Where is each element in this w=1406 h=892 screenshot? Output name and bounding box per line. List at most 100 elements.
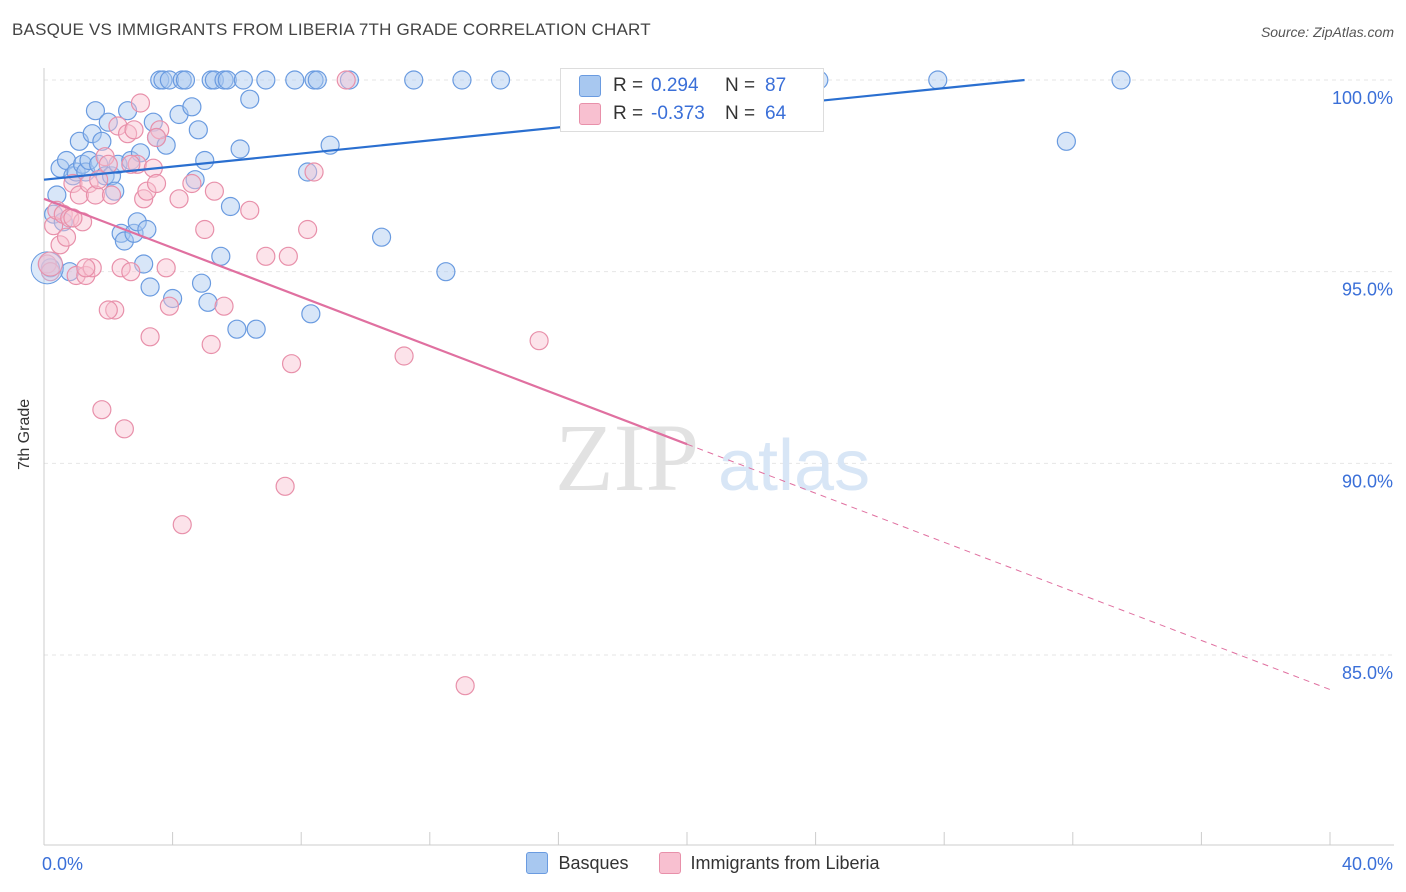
y-tick-label: 95.0% [1342,280,1393,300]
trend-lines [43,78,1331,690]
point-liberia [85,185,106,205]
point-basques [452,70,472,90]
point-basques [1056,131,1076,151]
point-basques [182,97,202,117]
point-liberia [121,154,141,174]
point-liberia [146,127,167,148]
point-liberia [76,265,96,286]
legend-r-label: R = [613,75,644,96]
point-liberia [63,173,83,194]
point-basques [140,277,160,297]
point-basques [220,196,241,217]
point-basques [256,70,276,90]
point-liberia [50,235,70,255]
legend-n-label: N = [725,103,756,124]
point-liberia [66,265,86,286]
point-liberia [82,258,102,278]
point-liberia [169,189,189,209]
point-liberia [101,185,122,205]
legend-item-basques[interactable]: Basques [526,852,629,874]
point-liberia [394,346,414,366]
y-axis-label: 7th Grade [16,398,33,470]
point-liberia [76,258,96,278]
point-liberia [56,227,77,247]
point-basques [217,70,237,90]
point-liberia [529,331,549,351]
point-liberia [214,296,234,316]
point-liberia [137,181,157,201]
point-basques [79,150,99,171]
legend-swatch-liberia [579,103,601,125]
legend-label-basques: Basques [558,852,629,873]
point-basques [240,89,260,109]
chart-title: BASQUE VS IMMIGRANTS FROM LIBERIA 7TH GR… [12,20,651,39]
point-liberia [281,354,302,374]
watermark: ZIP atlas [555,404,870,511]
legend-row-liberia: R = -0.373 N = 64 [579,101,786,127]
legend-swatch-basques [579,75,601,97]
stats-legend: R = 0.294 N = 87 R = -0.373 N = 64 [560,68,824,132]
point-liberia [201,334,221,355]
legend-swatch-liberia [658,852,681,874]
x-tick-label: 0.0% [42,854,83,874]
point-liberia [37,251,63,277]
legend-r-label: R = [613,103,644,124]
point-basques [143,112,163,132]
point-liberia [455,676,475,696]
point-liberia [195,219,215,240]
point-basques [92,131,112,151]
point-basques [98,112,118,132]
point-liberia [111,258,131,278]
point-basques [371,227,392,247]
y-tick-label: 85.0% [1342,663,1393,683]
point-liberia [98,154,118,174]
legend-r-value: 0.294 [651,75,699,96]
data-points [30,70,1131,696]
trend-line-liberia [43,197,688,446]
point-liberia [124,120,144,140]
point-liberia [114,419,134,439]
point-basques [301,304,321,324]
point-liberia [240,200,260,220]
point-basques [82,124,102,144]
point-basques [195,150,215,171]
legend-n-label: N = [725,75,756,96]
gridlines [44,79,1394,656]
point-liberia [130,93,151,113]
trend-line-basques [43,78,1025,181]
point-liberia [204,181,224,201]
legend-n-value: 64 [765,103,787,124]
point-liberia [298,219,318,240]
point-basques [928,70,948,90]
source-credit: Source: ZipAtlas.com [1260,24,1394,40]
watermark-zip: ZIP [555,404,699,511]
legend-item-liberia[interactable]: Immigrants from Liberia [658,852,880,874]
point-liberia [256,246,276,266]
point-basques [404,70,424,90]
point-liberia [121,262,141,282]
point-basques [114,231,134,251]
point-basques [211,246,231,266]
point-liberia [275,476,295,496]
point-liberia [92,400,112,420]
point-basques [85,101,106,121]
point-basques [188,120,208,140]
point-basques [198,292,218,312]
point-basques [191,273,212,293]
point-basques [227,319,247,339]
point-basques [230,139,250,159]
y-tick-label: 90.0% [1342,471,1393,491]
point-liberia [172,515,192,535]
point-liberia [108,116,128,136]
point-basques [307,70,327,90]
legend-r-value: -0.373 [651,103,705,124]
point-liberia [140,327,160,347]
point-basques [233,70,253,90]
point-basques [175,70,196,90]
point-basques [436,262,456,282]
point-basques [490,70,511,90]
point-liberia [134,189,154,209]
point-basques [153,70,173,90]
legend-n-value: 87 [765,75,787,96]
